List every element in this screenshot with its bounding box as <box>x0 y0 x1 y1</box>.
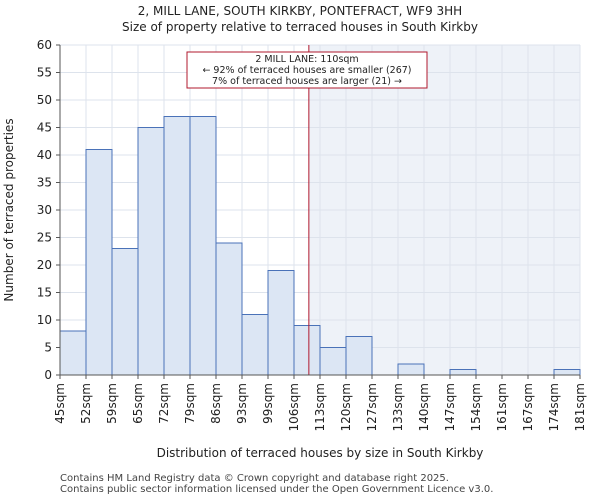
bar <box>267 270 295 376</box>
bar <box>345 336 373 376</box>
annotation-box: 2 MILL LANE: 110sqm ← 92% of terraced ho… <box>186 51 428 89</box>
bar <box>397 363 425 376</box>
x-tick-label: 181sqm <box>573 383 587 431</box>
y-tick-label: 60 <box>37 38 52 52</box>
x-tick-label: 93sqm <box>235 383 249 424</box>
bar <box>189 116 217 376</box>
bar <box>553 369 581 376</box>
bar-chart: 2 MILL LANE: 110sqm ← 92% of terraced ho… <box>2 38 587 460</box>
bar <box>241 314 269 376</box>
x-tick-label: 140sqm <box>417 383 431 431</box>
x-tick-label: 52sqm <box>79 383 93 424</box>
x-tick-label: 133sqm <box>391 383 405 431</box>
bar <box>137 127 165 376</box>
annotation-line-3: 7% of terraced houses are larger (21) → <box>212 76 402 87</box>
bar <box>111 248 139 376</box>
bar <box>293 325 321 376</box>
x-tick-label: 174sqm <box>547 383 561 431</box>
annotation-line-2: ← 92% of terraced houses are smaller (26… <box>202 65 411 76</box>
chart-subtitle: Size of property relative to terraced ho… <box>122 20 478 34</box>
x-tick-label: 154sqm <box>469 383 483 431</box>
y-tick-label: 0 <box>44 368 52 382</box>
x-tick-label: 113sqm <box>313 383 327 431</box>
x-tick-label: 167sqm <box>521 383 535 431</box>
y-tick-label: 55 <box>37 66 52 80</box>
x-tick-label: 72sqm <box>157 383 171 424</box>
x-tick-label: 65sqm <box>131 383 145 424</box>
bar <box>319 347 347 376</box>
y-tick-label: 30 <box>37 203 52 217</box>
chart-title: 2, MILL LANE, SOUTH KIRKBY, PONTEFRACT, … <box>137 4 463 18</box>
y-tick-label: 25 <box>37 231 52 245</box>
y-tick-label: 45 <box>37 121 52 135</box>
y-tick-label: 35 <box>37 176 52 190</box>
footer-licence: Contains public sector information licen… <box>60 484 494 495</box>
x-tick-label: 79sqm <box>183 383 197 424</box>
x-tick-label: 106sqm <box>287 383 301 431</box>
y-tick-label: 5 <box>44 341 52 355</box>
x-tick-label: 99sqm <box>261 383 275 424</box>
x-tick-label: 86sqm <box>209 383 223 424</box>
bar <box>163 116 191 376</box>
x-tick-label: 45sqm <box>53 383 67 424</box>
bar <box>59 330 87 376</box>
x-tick-label: 161sqm <box>495 383 509 431</box>
x-tick-label: 120sqm <box>339 383 353 431</box>
y-tick-label: 15 <box>37 286 52 300</box>
y-tick-label: 50 <box>37 93 52 107</box>
bar <box>215 242 243 376</box>
bar <box>85 149 113 376</box>
annotation-rect <box>186 51 428 89</box>
footer-copyright: Contains HM Land Registry data © Crown c… <box>60 473 449 484</box>
y-tick-label: 10 <box>37 313 52 327</box>
y-tick-label: 20 <box>37 258 52 272</box>
x-tick-label: 127sqm <box>365 383 379 431</box>
x-tick-label: 147sqm <box>443 383 457 431</box>
annotation-line-1: 2 MILL LANE: 110sqm <box>255 54 358 65</box>
bar <box>449 369 477 376</box>
y-tick-label: 40 <box>37 148 52 162</box>
x-tick-label: 59sqm <box>105 383 119 424</box>
x-axis-label: Distribution of terraced houses by size … <box>157 446 484 460</box>
y-axis-label: Number of terraced properties <box>2 118 16 301</box>
